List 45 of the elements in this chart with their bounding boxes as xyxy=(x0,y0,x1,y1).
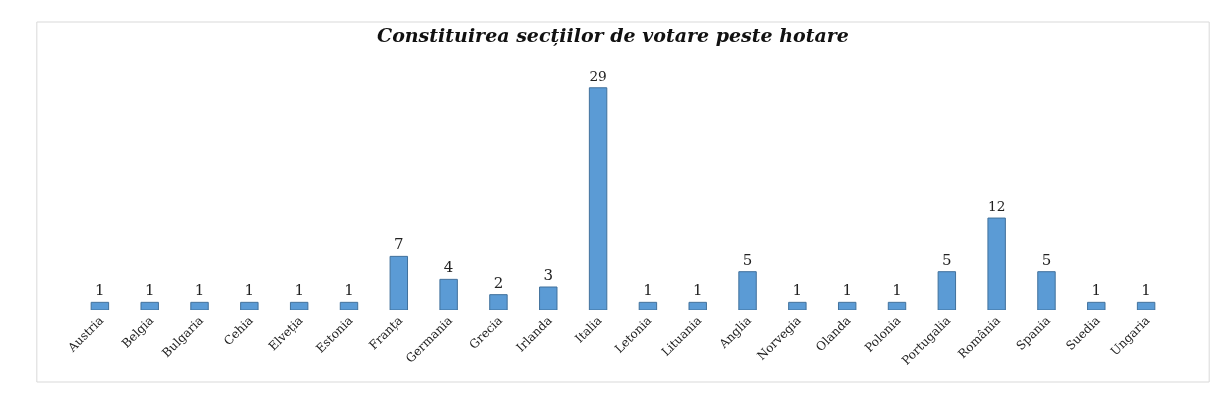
data-label: 2 xyxy=(493,273,504,292)
bar xyxy=(489,294,508,310)
data-label: 29 xyxy=(589,68,607,85)
data-label: 1 xyxy=(294,281,304,300)
bar xyxy=(738,271,757,310)
data-label: 1 xyxy=(792,281,803,300)
bar xyxy=(240,301,259,310)
bar xyxy=(389,255,409,310)
bar xyxy=(90,301,110,310)
bar xyxy=(887,301,907,310)
bar xyxy=(140,301,159,310)
data-label: 1 xyxy=(95,281,105,300)
data-label: 7 xyxy=(394,235,404,254)
bar xyxy=(1087,301,1106,310)
bar xyxy=(588,87,608,310)
bar xyxy=(688,301,707,310)
data-label: 1 xyxy=(1141,281,1151,300)
data-label: 1 xyxy=(643,281,653,300)
data-label: 12 xyxy=(987,198,1006,215)
bar xyxy=(439,278,458,310)
data-label: 3 xyxy=(543,266,554,285)
bar xyxy=(289,301,309,310)
data-label: 4 xyxy=(443,258,454,277)
data-label: 1 xyxy=(144,281,155,300)
bar xyxy=(1037,271,1056,310)
bar xyxy=(190,301,209,310)
data-label: 1 xyxy=(344,281,354,300)
bar xyxy=(339,301,359,310)
bar xyxy=(788,301,807,310)
bar xyxy=(937,271,957,310)
data-label: 1 xyxy=(1091,281,1102,300)
data-label: 5 xyxy=(942,250,952,269)
bar xyxy=(987,217,1006,310)
bar xyxy=(1136,301,1156,310)
bar xyxy=(837,301,857,310)
data-label: 1 xyxy=(842,281,852,300)
data-label: 1 xyxy=(244,281,255,300)
chart-title: Constituirea secțiilor de votare peste hotare xyxy=(377,23,849,47)
data-label: 1 xyxy=(692,281,703,300)
data-label: 1 xyxy=(892,281,902,300)
data-label: 5 xyxy=(1041,250,1052,269)
bar xyxy=(638,301,658,310)
bar xyxy=(539,286,558,310)
data-label: 5 xyxy=(742,250,753,269)
data-label: 1 xyxy=(194,281,205,300)
